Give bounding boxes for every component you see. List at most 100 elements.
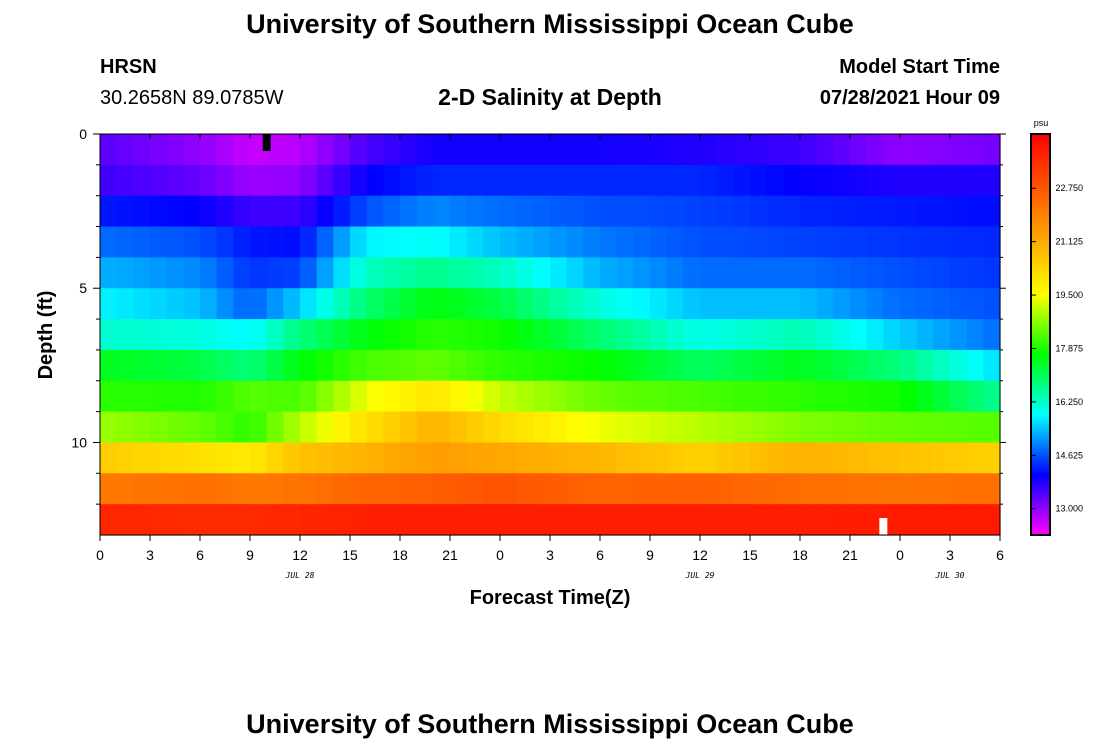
heatmap-cell <box>266 380 284 413</box>
heatmap-cell <box>333 195 351 228</box>
heatmap-cell <box>400 411 418 444</box>
heatmap-cell <box>400 319 418 351</box>
heatmap-cell <box>250 442 268 474</box>
heatmap-cell <box>116 380 134 413</box>
heatmap-cell <box>366 442 384 474</box>
heatmap-cell <box>466 164 484 197</box>
heatmap-cell <box>650 319 668 351</box>
heatmap-cell <box>733 319 751 351</box>
heatmap-cell <box>366 380 384 413</box>
heatmap-cell <box>366 504 384 536</box>
colorbar-label: 21.125 <box>1055 237 1083 247</box>
x-tick-label: 21 <box>442 547 458 563</box>
heatmap-cell <box>716 164 734 197</box>
heatmap-cell <box>816 195 834 228</box>
heatmap-cell <box>233 226 251 258</box>
heatmap-cell <box>366 257 384 289</box>
date-label: JUL 30 <box>935 571 965 580</box>
y-tick-label: 5 <box>79 280 87 296</box>
heatmap-cell <box>866 226 884 258</box>
heatmap-cell <box>466 195 484 228</box>
heatmap-cell <box>316 473 334 505</box>
heatmap-cell <box>383 411 401 444</box>
heatmap-cell <box>866 164 884 197</box>
heatmap-cell <box>300 411 318 444</box>
salinity-heatmap <box>100 134 1001 536</box>
heatmap-cell <box>733 257 751 289</box>
heatmap-cell <box>100 134 118 166</box>
heatmap-cell <box>900 442 918 474</box>
heatmap-cell <box>100 226 118 258</box>
heatmap-cell <box>550 442 568 474</box>
heatmap-cell <box>666 164 684 197</box>
heatmap-cell <box>233 134 251 166</box>
heatmap-cell <box>633 411 651 444</box>
heatmap-cell <box>600 195 618 228</box>
heatmap-cell <box>883 226 901 258</box>
heatmap-cell <box>150 134 168 166</box>
heatmap-cell <box>450 473 468 505</box>
x-tick-label: 0 <box>96 547 104 563</box>
heatmap-cell <box>966 226 984 258</box>
heatmap-cell <box>216 504 234 536</box>
heatmap-cell <box>266 504 284 536</box>
heatmap-cell <box>766 134 784 166</box>
heatmap-cell <box>400 504 418 536</box>
colorbar-label: 14.625 <box>1055 450 1083 460</box>
heatmap-cell <box>633 349 651 382</box>
heatmap-cell <box>566 134 584 166</box>
heatmap-cell <box>283 504 301 536</box>
x-axis: 0 3 6 9 12 15 18 21 0 3 6 9 12 15 18 21 0 3 6 JUL 28 JUL 29 J… <box>96 134 1004 580</box>
heatmap-cell <box>116 195 134 228</box>
heatmap-cell <box>283 473 301 505</box>
heatmap-cell <box>583 226 601 258</box>
heatmap-cell <box>883 319 901 351</box>
heatmap-cell <box>716 226 734 258</box>
heatmap-cell <box>683 319 701 351</box>
heatmap-cell <box>233 288 251 320</box>
heatmap-cell <box>716 380 734 413</box>
heatmap-cell <box>300 226 318 258</box>
colorbar-unit: psu <box>1034 118 1049 128</box>
heatmap-cell <box>866 473 884 505</box>
heatmap-cell <box>516 442 534 474</box>
heatmap-cell <box>200 380 218 413</box>
heatmap-cell <box>583 164 601 197</box>
heatmap-cell <box>350 134 368 166</box>
heatmap-cell <box>600 349 618 382</box>
heatmap-cell <box>683 442 701 474</box>
heatmap-cell <box>766 411 784 444</box>
heatmap-cell <box>916 134 934 166</box>
heatmap-cell <box>866 195 884 228</box>
heatmap-cell <box>666 226 684 258</box>
heatmap-cell <box>583 442 601 474</box>
heatmap-cell <box>833 195 851 228</box>
heatmap-cell <box>933 257 951 289</box>
heatmap-cell <box>266 134 284 166</box>
x-tick-label: 0 <box>896 547 904 563</box>
heatmap-cell <box>533 349 551 382</box>
heatmap-cell <box>283 349 301 382</box>
heatmap-cell <box>133 226 151 258</box>
heatmap-cell <box>750 288 768 320</box>
heatmap-cell <box>233 473 251 505</box>
heatmap-cell <box>766 195 784 228</box>
heatmap-cell <box>833 226 851 258</box>
heatmap-cell <box>750 319 768 351</box>
heatmap-cell <box>583 288 601 320</box>
heatmap-cell <box>200 288 218 320</box>
heatmap-cell <box>200 195 218 228</box>
heatmap-cell <box>600 380 618 413</box>
heatmap-cell <box>683 288 701 320</box>
heatmap-cell <box>600 226 618 258</box>
heatmap-cell <box>133 473 151 505</box>
heatmap-cell <box>733 442 751 474</box>
heatmap-cell <box>966 473 984 505</box>
heatmap-cell <box>366 319 384 351</box>
heatmap-cell <box>733 288 751 320</box>
heatmap-cell <box>966 442 984 474</box>
heatmap-cell <box>483 380 501 413</box>
heatmap-cell <box>500 411 518 444</box>
heatmap-cell <box>500 288 518 320</box>
heatmap-cell <box>966 380 984 413</box>
